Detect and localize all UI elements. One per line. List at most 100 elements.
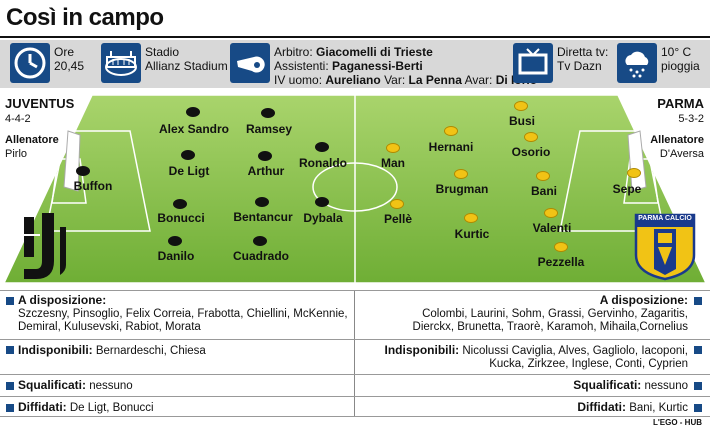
weather-info: 10° C pioggia bbox=[661, 45, 700, 73]
away-bench-label: A disposizione: bbox=[599, 293, 688, 307]
away-suspended: Squalificati: nessuno bbox=[573, 379, 688, 393]
away-unavailable: Indisponibili: Nicolussi Caviglia, Alves… bbox=[385, 344, 689, 371]
bullet-square bbox=[694, 346, 702, 354]
player-dot bbox=[168, 236, 182, 246]
bullet-square bbox=[6, 404, 14, 412]
title-rule bbox=[0, 36, 710, 38]
stadium-icon bbox=[101, 43, 141, 83]
tv-info: Diretta tv: Tv Dazn bbox=[557, 45, 608, 73]
whistle-icon bbox=[230, 43, 270, 83]
player-dot bbox=[464, 213, 478, 223]
avar-label: Avar: bbox=[464, 73, 493, 87]
away-warned-value: Bani, Kurtic bbox=[629, 402, 688, 414]
player-kurtic: Kurtic bbox=[454, 227, 490, 241]
home-team-name: JUVENTUS bbox=[5, 96, 75, 111]
player-bani: Bani bbox=[530, 184, 558, 198]
player-hernani: Hernani bbox=[428, 140, 474, 154]
referee-value: Giacomelli di Trieste bbox=[316, 45, 433, 59]
away-warned: Diffidati: Bani, Kurtic bbox=[577, 401, 688, 415]
home-unavailable-label: Indisponibili: bbox=[18, 343, 93, 357]
divider bbox=[0, 374, 710, 375]
page-title: Così in campo bbox=[6, 4, 164, 31]
home-warned: Diffidati: De Ligt, Bonucci bbox=[18, 401, 154, 415]
player-bonucci: Bonucci bbox=[157, 211, 205, 225]
player-dot bbox=[554, 242, 568, 252]
home-formation: 4-4-2 bbox=[5, 113, 31, 125]
tv-icon bbox=[513, 43, 553, 83]
player-dot bbox=[258, 151, 272, 161]
bullet-square bbox=[6, 382, 14, 390]
time-value: 20,45 bbox=[54, 59, 85, 73]
player-de-ligt: De Ligt bbox=[168, 164, 210, 178]
player-cuadrado: Cuadrado bbox=[232, 249, 290, 263]
clock-icon bbox=[10, 43, 50, 83]
bullet-square bbox=[694, 297, 702, 305]
assistants-value: Paganessi-Berti bbox=[332, 59, 423, 73]
stadium-info: Stadio Allianz Stadium bbox=[145, 45, 228, 73]
away-team-name: PARMA bbox=[657, 96, 704, 111]
away-bench-line1: Colombi, Laurini, Sohm, Grassi, Gervinho… bbox=[422, 308, 688, 320]
divider bbox=[0, 416, 710, 417]
player-dybala: Dybala bbox=[303, 211, 343, 225]
home-unavailable: Indisponibili: Bernardeschi, Chiesa bbox=[18, 344, 206, 358]
officials-info: Arbitro: Giacomelli di Trieste Assistent… bbox=[274, 45, 537, 87]
player-dot bbox=[524, 132, 538, 142]
home-coach-name: Pirlo bbox=[5, 148, 28, 160]
center-divider bbox=[354, 291, 355, 416]
home-warned-value: De Ligt, Bonucci bbox=[69, 402, 154, 414]
away-unavailable-label: Indisponibili: bbox=[384, 343, 460, 357]
fourth-official-label: IV uomo: bbox=[274, 73, 323, 87]
player-ramsey: Ramsey bbox=[245, 122, 293, 136]
away-suspended-value: nessuno bbox=[644, 380, 688, 392]
player-dot bbox=[544, 208, 558, 218]
match-info-bar: Ore 20,45 Stadio Allianz Stadium Arbitro… bbox=[0, 40, 710, 88]
juventus-logo bbox=[24, 213, 66, 279]
weather-desc: pioggia bbox=[661, 59, 700, 73]
player-dot bbox=[181, 150, 195, 160]
bullet-square bbox=[6, 297, 14, 305]
player-sepe: Sepe bbox=[612, 182, 642, 196]
player-valenti: Valenti bbox=[532, 221, 572, 235]
player-bentancur: Bentancur bbox=[233, 210, 293, 224]
credit: L'EGO - HUB bbox=[652, 418, 702, 427]
home-suspended-value: nessuno bbox=[89, 380, 133, 392]
bullet-square bbox=[694, 382, 702, 390]
player-dot bbox=[315, 142, 329, 152]
player-dot bbox=[255, 197, 269, 207]
away-unavailable-line1: Nicolussi Caviglia, Alves, Gagliolo, Iac… bbox=[462, 345, 688, 357]
away-bench-line2: Dierckx, Brunetta, Traorè, Karamoh, Miha… bbox=[412, 321, 688, 333]
player-dot bbox=[261, 108, 275, 118]
away-bench: A disposizione: Colombi, Laurini, Sohm, … bbox=[413, 294, 688, 334]
player-pezzella: Pezzella bbox=[537, 255, 585, 269]
player-pelle: Pellè bbox=[383, 212, 413, 226]
player-ronaldo: Ronaldo bbox=[299, 156, 347, 170]
home-bench-line2: Demiral, Kulusevski, Rabiot, Morata bbox=[18, 321, 201, 333]
player-dot bbox=[76, 166, 90, 176]
weather-temp: 10° C bbox=[661, 45, 692, 59]
pitch-graphic bbox=[2, 94, 708, 284]
player-danilo: Danilo bbox=[157, 249, 195, 263]
player-busi: Busi bbox=[508, 114, 536, 128]
home-bench-line1: Szczesny, Pinsoglio, Felix Correia, Frab… bbox=[18, 308, 348, 320]
stadium-value: Allianz Stadium bbox=[145, 59, 228, 73]
away-unavailable-line2: Kucka, Zirkzee, Inglese, Conti, Cyprien bbox=[489, 358, 688, 370]
home-warned-label: Diffidati: bbox=[18, 400, 67, 414]
parma-badge-text: PARMA CALCIO bbox=[638, 215, 692, 222]
player-dot bbox=[186, 107, 200, 117]
fourth-official-value: Aureliano bbox=[325, 73, 381, 87]
player-dot bbox=[444, 126, 458, 136]
player-arthur: Arthur bbox=[247, 164, 285, 178]
pitch-area: JUVENTUS 4-4-2 Allenatore Pirlo PARMA 5-… bbox=[0, 91, 710, 287]
divider bbox=[0, 339, 710, 340]
var-value: La Penna bbox=[408, 73, 462, 87]
var-label: Var: bbox=[384, 73, 406, 87]
player-man: Man bbox=[381, 156, 405, 170]
rain-cloud-icon bbox=[617, 43, 657, 83]
player-alex-sandro: Alex Sandro bbox=[158, 122, 230, 136]
player-brugman: Brugman bbox=[435, 182, 489, 196]
player-buffon: Buffon bbox=[73, 179, 113, 193]
away-warned-label: Diffidati: bbox=[577, 400, 626, 414]
player-dot bbox=[386, 143, 400, 153]
tv-label: Diretta tv: bbox=[557, 45, 609, 59]
time-label: Ore bbox=[54, 45, 75, 59]
